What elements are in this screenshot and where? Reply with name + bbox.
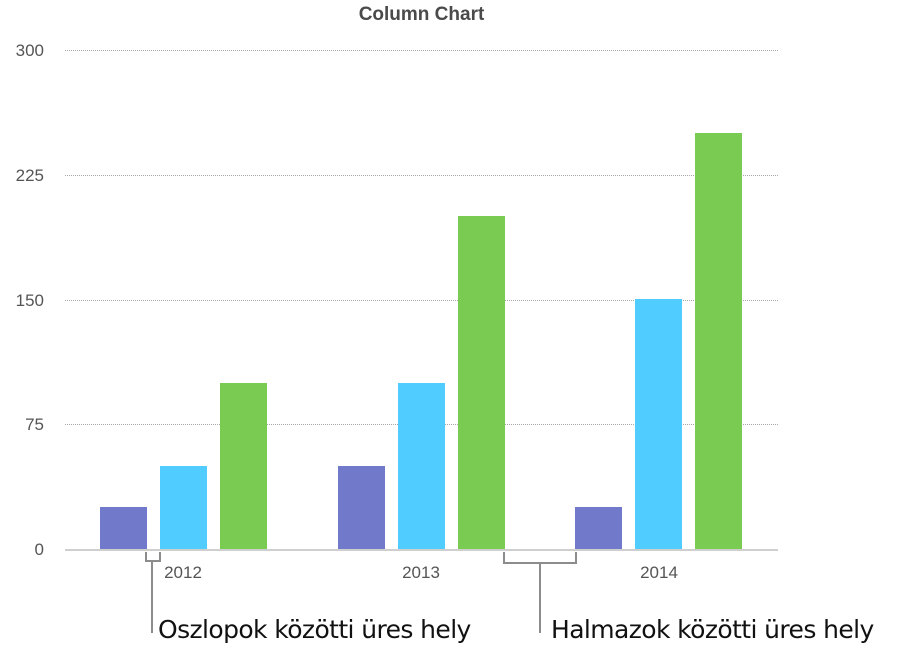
y-tick-0: 0 bbox=[34, 540, 44, 559]
column-gap-bracket bbox=[145, 552, 161, 562]
y-tick-150: 150 bbox=[15, 291, 44, 310]
bar-2012-series-3 bbox=[220, 383, 267, 549]
bar-2013-series-2 bbox=[398, 383, 445, 549]
y-tick-225: 225 bbox=[15, 166, 44, 185]
column-gap-leader-line bbox=[151, 560, 153, 633]
set-gap-callout: Halmazok közötti üres hely bbox=[551, 615, 874, 644]
bar-2014-series-3 bbox=[695, 133, 742, 549]
bar-2014-series-1 bbox=[575, 507, 622, 549]
x-axis-line bbox=[65, 549, 778, 551]
column-gap-callout: Oszlopok közötti üres hely bbox=[158, 615, 471, 644]
set-gap-leader-line bbox=[539, 562, 541, 633]
chart-title: Column Chart bbox=[358, 4, 485, 25]
x-tick-2014: 2014 bbox=[640, 563, 678, 582]
x-tick-2013: 2013 bbox=[402, 563, 440, 582]
x-tick-2012: 2012 bbox=[164, 563, 202, 582]
gridline-300 bbox=[65, 50, 778, 51]
gridline-150 bbox=[65, 300, 778, 301]
bar-2012-series-1 bbox=[100, 507, 147, 549]
y-tick-300: 300 bbox=[15, 41, 44, 60]
gridline-225 bbox=[65, 175, 778, 176]
y-tick-75: 75 bbox=[25, 415, 44, 434]
bar-2012-series-2 bbox=[160, 466, 207, 549]
bar-2013-series-3 bbox=[458, 216, 505, 549]
bar-2014-series-2 bbox=[635, 299, 682, 549]
bar-2013-series-1 bbox=[338, 466, 385, 549]
